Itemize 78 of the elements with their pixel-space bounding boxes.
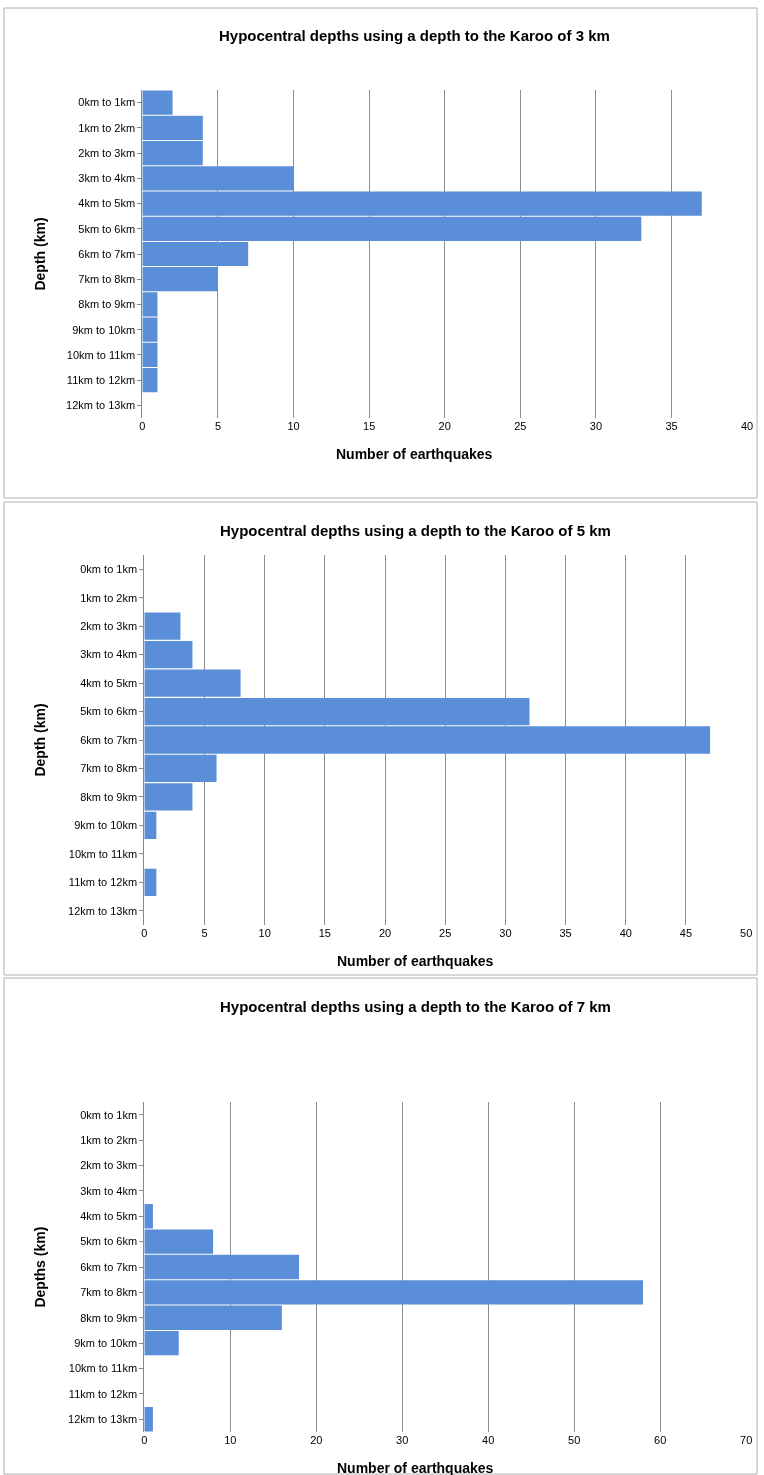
y-tick-label: 12km to 13km [68, 1413, 138, 1426]
x-tick-label: 5 [214, 420, 221, 432]
y-tick-label: 11km to 12km [66, 374, 136, 386]
x-tick-label: 70 [740, 1434, 753, 1446]
x-tick-label: 0 [141, 1434, 148, 1446]
chart-title: Hypocentral depths using a depth to the Karoo of 3 km [219, 27, 610, 44]
x-tick-label: 35 [665, 420, 678, 432]
y-tick-label: 4km to 5km [80, 1210, 138, 1223]
y-tick-label: 3km to 4km [80, 1184, 138, 1197]
x-tick-label: 15 [318, 927, 331, 939]
y-tick-label: 1km to 2km [80, 1133, 138, 1146]
y-tick-label: 10km to 11km [68, 847, 138, 860]
x-tick-label: 10 [224, 1434, 237, 1446]
y-tick-label: 4km to 5km [80, 676, 138, 689]
y-tick-label: 0km to 1km [78, 96, 136, 109]
y-tick-label: 10km to 11km [68, 1362, 138, 1375]
y-tick-label: 4km to 5km [78, 197, 136, 210]
y-tick-label: 2km to 3km [80, 1159, 138, 1172]
x-axis-title: Number of earthquakes [337, 1460, 494, 1475]
x-tick-label: 40 [619, 927, 632, 939]
y-tick-label: 7km to 8km [80, 762, 138, 775]
x-tick-label: 0 [139, 420, 146, 432]
y-tick-label: 7km to 8km [80, 1286, 138, 1299]
y-tick-label: 11km to 12km [68, 876, 138, 889]
x-tick-label: 10 [287, 420, 300, 432]
x-axis-title: Number of earthquakes [336, 446, 493, 462]
y-tick-label: 2km to 3km [80, 620, 138, 632]
y-tick-label: 3km to 4km [80, 648, 138, 661]
x-tick-label: 10 [258, 927, 271, 939]
y-tick-label: 0km to 1km [80, 1108, 138, 1121]
bar [144, 1407, 153, 1432]
y-tick-label: 3km to 4km [78, 172, 136, 185]
y-tick-label: 12km to 13km [68, 904, 138, 917]
chart-title: Hypocentral depths using a depth to the Karoo of 5 km [220, 522, 611, 539]
x-tick-label: 45 [679, 927, 693, 939]
y-tick-label: 7km to 8km [78, 273, 136, 286]
x-tick-label: 40 [741, 420, 754, 432]
y-tick-label: 1km to 2km [80, 591, 138, 604]
bar [144, 868, 157, 896]
chart-title: Hypocentral depths using a depth to the Karoo of 7 km [220, 998, 611, 1015]
x-tick-label: 20 [438, 420, 451, 432]
y-axis-title: Depths (km) [31, 1226, 48, 1308]
y-tick-label: 9km to 10km [74, 819, 138, 832]
y-tick-label: 9km to 10km [74, 1337, 138, 1349]
y-tick-label: 5km to 6km [80, 1235, 138, 1248]
y-tick-label: 8km to 9km [80, 1311, 138, 1324]
x-tick-label: 15 [363, 420, 376, 432]
y-tick-label: 2km to 3km [78, 146, 136, 159]
y-tick-label: 12km to 13km [66, 399, 136, 412]
y-tick-label: 10km to 11km [66, 348, 136, 361]
x-tick-label: 60 [654, 1434, 667, 1446]
x-tick-label: 40 [482, 1434, 495, 1446]
y-tick-label: 5km to 6km [78, 222, 136, 235]
y-tick-label: 11km to 12km [68, 1387, 138, 1400]
y-tick-label: 9km to 10km [72, 323, 136, 336]
x-tick-label: 50 [568, 1434, 581, 1446]
y-tick-label: 0km to 1km [80, 563, 138, 576]
y-tick-label: 6km to 7km [80, 1260, 138, 1273]
y-tick-label: 8km to 9km [78, 298, 136, 311]
y-tick-label: 1km to 2km [78, 121, 136, 134]
y-tick-label: 8km to 9km [80, 790, 138, 803]
x-tick-label: 30 [589, 420, 603, 432]
x-tick-label: 0 [141, 927, 148, 939]
y-tick-label: 6km to 7km [78, 247, 136, 260]
y-tick-label: 6km to 7km [80, 733, 138, 746]
x-tick-label: 50 [740, 927, 753, 939]
x-tick-label: 25 [439, 927, 452, 939]
y-axis-title: Depth (km) [31, 703, 48, 777]
x-tick-label: 20 [310, 1434, 323, 1446]
x-tick-label: 30 [396, 1434, 409, 1446]
x-tick-label: 30 [499, 927, 512, 939]
x-tick-label: 5 [201, 927, 208, 939]
x-tick-label: 20 [378, 927, 392, 939]
x-axis-title: Number of earthquakes [337, 953, 494, 969]
y-tick-label: 5km to 6km [80, 705, 138, 718]
x-tick-label: 25 [514, 420, 527, 432]
x-tick-label: 35 [559, 927, 572, 939]
y-axis-title: Depth (km) [31, 217, 48, 291]
